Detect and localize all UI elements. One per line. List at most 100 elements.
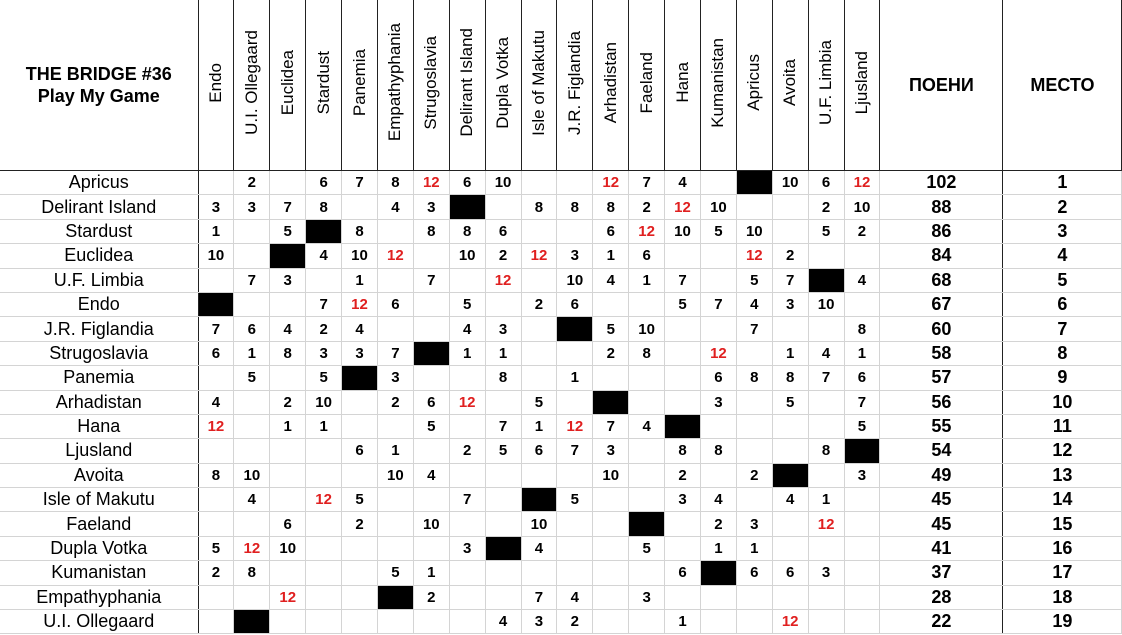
score: 2	[413, 585, 450, 611]
score: 1	[736, 536, 773, 562]
score	[808, 609, 845, 635]
score	[198, 170, 235, 196]
score: 3	[556, 243, 594, 269]
score	[664, 511, 701, 537]
score: 8	[772, 365, 809, 391]
score	[233, 438, 271, 464]
score	[844, 609, 881, 635]
voter-header: Stardust	[305, 0, 343, 171]
score: 1	[521, 414, 558, 440]
self-cell	[269, 243, 307, 269]
country: U.F. Limbia	[0, 268, 199, 293]
score: 4	[736, 292, 773, 318]
score: 3	[628, 585, 666, 611]
score: 10	[341, 243, 378, 269]
score	[305, 463, 343, 489]
score	[233, 511, 271, 537]
voter-name: Hana	[672, 62, 692, 103]
points-header: ПОЕНИ	[879, 0, 1004, 171]
score	[592, 511, 630, 537]
country: Kumanistan	[0, 560, 199, 586]
place: 18	[1002, 585, 1122, 611]
score	[269, 365, 307, 391]
points: 28	[879, 585, 1004, 611]
score: 3	[485, 316, 522, 342]
score	[844, 511, 881, 537]
voter-header: Hana	[664, 0, 701, 171]
row: Avoita 8 10 10 4 10 2 2 3 49 13	[0, 463, 1122, 489]
voter-name: Arhadistan	[600, 41, 620, 124]
score: 4	[485, 609, 522, 635]
score	[449, 609, 486, 635]
points: 102	[879, 170, 1004, 196]
place: 3	[1002, 219, 1122, 245]
score: 12	[700, 341, 737, 367]
score: 2	[844, 219, 881, 245]
score	[485, 585, 522, 611]
country: Endo	[0, 292, 199, 318]
score: 10	[377, 463, 414, 489]
score	[233, 292, 271, 318]
score: 8	[808, 438, 845, 464]
score	[198, 365, 235, 391]
place: 2	[1002, 194, 1122, 220]
score	[592, 560, 630, 586]
score	[413, 292, 450, 318]
voter-name: Endo	[205, 62, 225, 103]
score	[413, 487, 450, 513]
place: 19	[1002, 609, 1122, 635]
score: 7	[736, 316, 773, 342]
score	[664, 365, 701, 391]
title-cell: THE BRIDGE #36 Play My Game	[0, 0, 199, 171]
score: 8	[305, 194, 343, 220]
row: Euclidea 10 4 10 12 10 2 12 3 1 6 12 2 84 4	[0, 243, 1122, 269]
score	[341, 560, 378, 586]
score	[269, 438, 307, 464]
score: 5	[844, 414, 881, 440]
row: Strugoslavia 6 1 8 3 3 7 1 1 2 8 12 1 4 1 58 8	[0, 341, 1122, 367]
score: 10	[844, 194, 881, 220]
score	[233, 390, 271, 415]
score: 12	[449, 390, 486, 415]
voter-header: Faeland	[628, 0, 666, 171]
place: 13	[1002, 463, 1122, 489]
score	[700, 463, 737, 489]
voter-name: Strugoslavia	[421, 35, 441, 130]
score: 2	[485, 243, 522, 269]
table-header: THE BRIDGE #36 Play My Game Endo U.I. Olle…	[0, 0, 1122, 171]
score: 4	[808, 341, 845, 367]
score: 2	[341, 511, 378, 537]
score	[556, 170, 594, 196]
self-cell	[808, 268, 845, 293]
score	[198, 268, 235, 293]
self-cell	[628, 511, 666, 537]
score: 3	[700, 390, 737, 415]
score: 12	[521, 243, 558, 269]
score: 6	[556, 292, 594, 318]
voter-header: Strugoslavia	[413, 0, 450, 171]
points: 55	[879, 414, 1004, 440]
score	[808, 316, 845, 342]
score: 3	[772, 292, 809, 318]
score: 8	[736, 365, 773, 391]
country: Strugoslavia	[0, 341, 199, 367]
voter-header: U.I. Ollegaard	[233, 0, 271, 171]
score	[485, 511, 522, 537]
self-cell	[233, 609, 271, 635]
score	[700, 170, 737, 196]
score: 1	[556, 365, 594, 391]
score: 10	[413, 511, 450, 537]
country: Delirant Island	[0, 194, 199, 220]
score	[449, 463, 486, 489]
score	[413, 365, 450, 391]
score	[413, 438, 450, 464]
self-cell	[485, 536, 522, 562]
score	[485, 487, 522, 513]
score: 6	[377, 292, 414, 318]
voter-name: Stardust	[313, 50, 333, 115]
score: 5	[377, 560, 414, 586]
score	[485, 292, 522, 318]
score: 1	[485, 341, 522, 367]
voter-header: J.R. Figlandia	[556, 0, 594, 171]
